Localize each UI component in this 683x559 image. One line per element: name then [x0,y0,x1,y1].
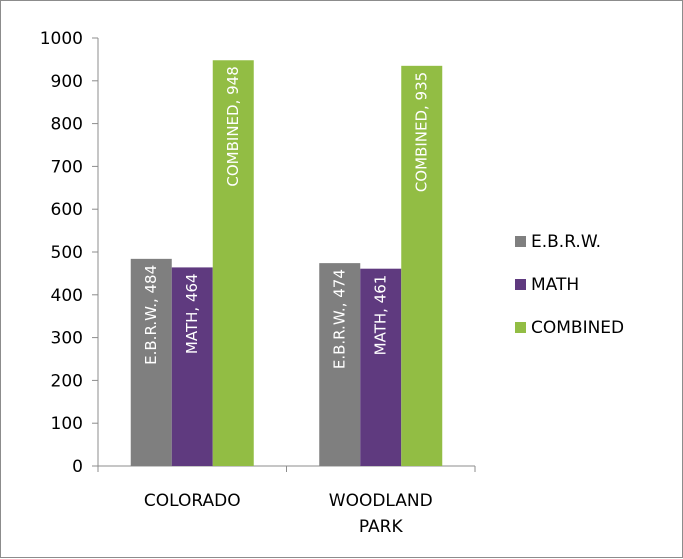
x-category-label: PARK [359,517,404,537]
axes: 0 100 200 300 400 500 600 700 800 900 1000 COLORADO… [40,29,476,537]
y-tick-label: 400 [51,286,83,306]
y-tick-label: 700 [51,157,83,177]
legend-label: MATH [531,275,579,295]
y-tick-label: 500 [51,243,83,263]
bar [212,60,254,466]
bar-data-label: MATH, 461 [372,275,390,356]
bar [130,258,172,466]
y-tick-label: 600 [51,200,83,220]
x-category-label: WOODLAND [329,491,433,511]
bars [130,60,443,466]
y-tick-label: 200 [51,371,83,391]
legend-swatch [515,322,526,333]
bar [171,267,213,466]
bar [401,65,443,466]
legend-label: E.B.R.W. [531,232,601,252]
bar [319,263,361,466]
y-tick-label: 800 [51,115,83,135]
legend-label: COMBINED [531,318,624,338]
y-tick-label: 900 [51,72,83,92]
x-category-label: COLORADO [144,491,241,511]
bar-data-label: COMBINED, 948 [224,66,242,186]
bar-data-label: E.B.R.W., 484 [142,265,160,365]
bar-data-label: MATH, 464 [183,273,201,354]
y-tick-label: 1000 [40,29,83,49]
legend-swatch [515,236,526,247]
y-tick-label: 100 [51,414,83,434]
legend: E.B.R.W. MATH COMBINED [515,232,624,338]
bar-labels: E.B.R.W., 484 MATH, 464 COMBINED, 948 E.B.R… [142,66,431,369]
bar-data-label: E.B.R.W., 474 [331,269,349,369]
bar-data-label: COMBINED, 935 [413,72,431,192]
legend-swatch [515,279,526,290]
y-tick-label: 300 [51,329,83,349]
bar [360,268,402,466]
y-tick-label: 0 [72,457,83,477]
